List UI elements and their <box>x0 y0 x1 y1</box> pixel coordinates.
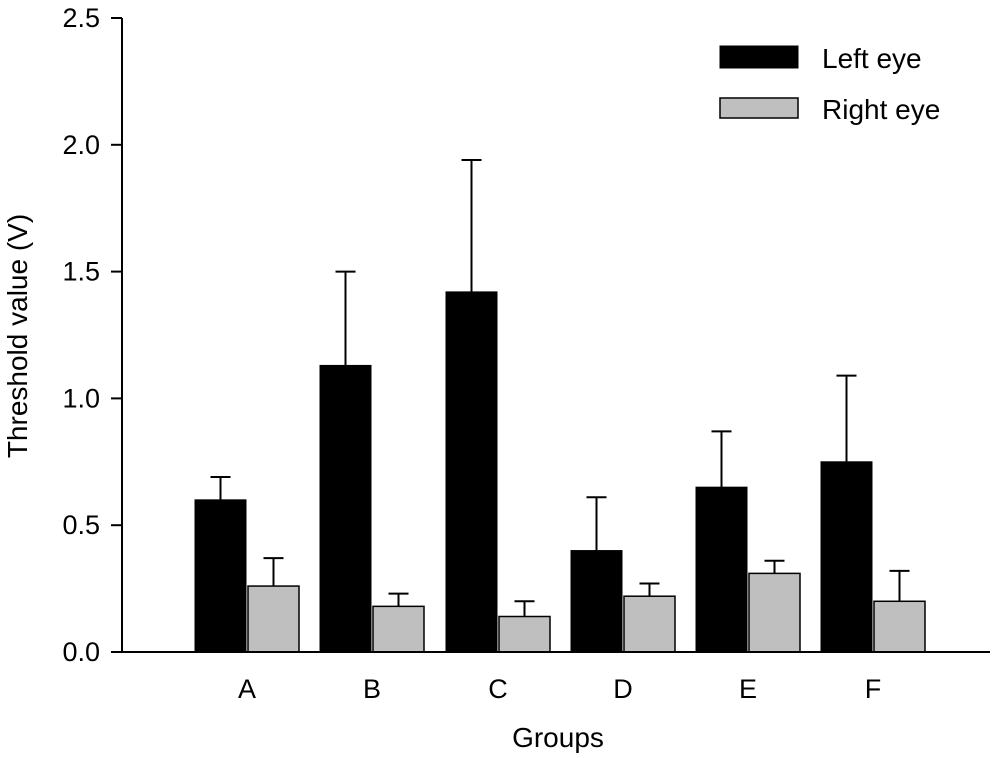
legend: Left eye Right eye <box>719 43 940 125</box>
y-tick-label: 0.0 <box>62 637 100 667</box>
bar-right-eye-b <box>372 605 425 653</box>
x-tick-label-e: E <box>739 674 757 704</box>
bar-left-eye-a <box>194 499 247 653</box>
bar-right-eye-a <box>247 585 300 653</box>
legend-swatch-right-eye <box>719 97 799 119</box>
legend-label-right-eye: Right eye <box>822 94 940 125</box>
bar-right-eye-f <box>873 600 926 653</box>
x-tick-label-a: A <box>238 674 256 704</box>
x-axis-title: Groups <box>512 722 604 753</box>
ticks-layer: 0.0 0.5 1.0 1.5 2.0 2.5 A B C D E F <box>62 3 881 704</box>
bar-left-eye-f <box>820 461 873 653</box>
bar-left-eye-d <box>570 550 623 653</box>
legend-label-left-eye: Left eye <box>822 43 922 74</box>
bars-layer <box>194 159 926 653</box>
bar-left-eye-b <box>319 364 372 653</box>
bar-right-eye-c <box>498 615 551 653</box>
legend-swatch-left-eye <box>719 45 799 69</box>
y-tick-label: 2.0 <box>62 130 100 160</box>
y-tick-label: 2.5 <box>62 3 100 33</box>
x-tick-label-b: B <box>363 674 381 704</box>
y-tick-label: 1.0 <box>62 383 100 413</box>
y-axis-title: Threshold value (V) <box>2 214 33 458</box>
y-tick-label: 1.5 <box>62 257 100 287</box>
x-tick-label-f: F <box>865 674 882 704</box>
bar-left-eye-e <box>695 486 748 653</box>
x-tick-label-c: C <box>488 674 508 704</box>
axes-layer <box>121 18 990 653</box>
y-tick-label: 0.5 <box>62 510 100 540</box>
bar-left-eye-c <box>445 291 498 653</box>
bar-right-eye-d <box>623 595 676 653</box>
bar-right-eye-e <box>748 572 801 653</box>
x-tick-label-d: D <box>613 674 633 704</box>
